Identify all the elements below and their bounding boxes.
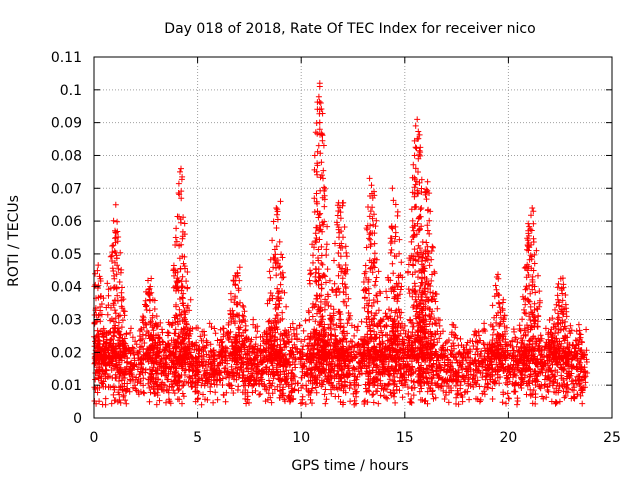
x-tick-label: 15 bbox=[396, 430, 414, 446]
y-tick-label: 0.02 bbox=[51, 345, 82, 361]
chart-title: Day 018 of 2018, Rate Of TEC Index for r… bbox=[164, 21, 535, 37]
y-axis-ticks: 0 0.01 0.02 0.03 0.04 0.05 0.06 0.07 0.08 0.09 0.1… bbox=[51, 50, 612, 427]
scatter-series-roti bbox=[91, 80, 591, 408]
y-tick-label: 0.07 bbox=[51, 181, 82, 197]
x-tick-label: 5 bbox=[193, 430, 202, 446]
x-axis-ticks: 0 5 10 15 20 25 bbox=[90, 57, 621, 446]
x-tick-label: 10 bbox=[292, 430, 310, 446]
y-tick-label: 0.1 bbox=[60, 83, 82, 99]
y-tick-label: 0.04 bbox=[51, 280, 82, 296]
x-tick-label: 20 bbox=[499, 430, 517, 446]
y-tick-label: 0.09 bbox=[51, 116, 82, 132]
y-tick-label: 0.03 bbox=[51, 313, 82, 329]
y-tick-label: 0 bbox=[73, 411, 82, 427]
y-tick-label: 0.08 bbox=[51, 148, 82, 164]
x-tick-label: 25 bbox=[603, 430, 621, 446]
y-tick-label: 0.11 bbox=[51, 50, 82, 66]
plot-border bbox=[93, 56, 613, 419]
y-tick-label: 0.05 bbox=[51, 247, 82, 263]
x-tick-label: 0 bbox=[90, 430, 99, 446]
plot-frame bbox=[93, 56, 613, 419]
y-axis-label: ROTI / TECUs bbox=[6, 195, 22, 287]
grid bbox=[94, 57, 612, 418]
y-tick-label: 0.01 bbox=[51, 378, 82, 394]
x-axis-label: GPS time / hours bbox=[291, 458, 408, 474]
y-tick-label: 0.06 bbox=[51, 214, 82, 230]
data-points bbox=[91, 80, 591, 408]
